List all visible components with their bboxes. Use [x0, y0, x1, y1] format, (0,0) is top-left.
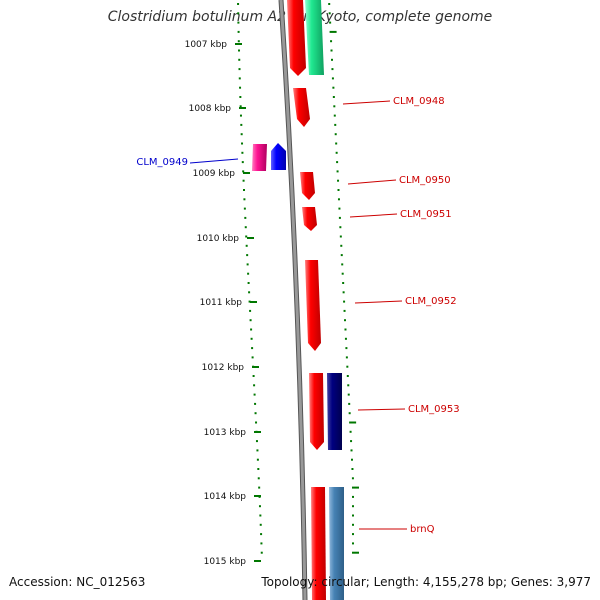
ruler-label: 1013 kbp — [204, 428, 247, 438]
gene-label[interactable]: CLM_0948 — [393, 96, 445, 107]
gene-clm-0952[interactable] — [305, 260, 321, 351]
ruler-label: 1011 kbp — [200, 298, 243, 308]
ruler-label: 1010 kbp — [197, 234, 240, 244]
accession-text: Accession: NC_012563 — [9, 575, 146, 589]
ruler-label: 1007 kbp — [185, 40, 228, 50]
topology-text: Topology: circular; Length: 4,155,278 bp… — [261, 575, 591, 589]
gene-clm-0951[interactable] — [302, 207, 317, 231]
gene-label[interactable]: CLM_0949 — [136, 157, 188, 168]
gene-clm-0953-fwd[interactable] — [309, 373, 324, 450]
gene-top-mint[interactable] — [305, 0, 324, 75]
gene-label[interactable]: CLM_0951 — [400, 209, 452, 220]
gene-clm-0948[interactable] — [293, 88, 310, 127]
ruler-labels: 1007 kbp 1008 kbp 1009 kbp 1010 kbp 1011… — [185, 40, 247, 567]
gene-clm-0950[interactable] — [300, 172, 315, 200]
ruler-ticks — [235, 43, 261, 562]
gene-clm-0949-blue[interactable] — [271, 143, 286, 170]
gene-clm-0949-pink[interactable] — [252, 144, 267, 171]
ruler-label: 1008 kbp — [189, 104, 232, 114]
ruler-label: 1009 kbp — [193, 169, 236, 179]
ruler-label: 1012 kbp — [202, 363, 245, 373]
ruler-label: 1014 kbp — [204, 492, 247, 502]
inner-dotted-track — [237, 3, 263, 554]
gene-label[interactable]: brnQ — [410, 524, 435, 535]
gene-label[interactable]: CLM_0952 — [405, 296, 457, 307]
gene-brnq[interactable] — [311, 487, 326, 600]
gene-brnq-steel[interactable] — [329, 487, 344, 600]
gene-clm-0953-navy[interactable] — [327, 373, 342, 450]
label-leaders — [189, 100, 407, 530]
gene-label[interactable]: CLM_0950 — [399, 175, 451, 186]
gene-top-red[interactable] — [287, 0, 306, 76]
gene-label[interactable]: CLM_0953 — [408, 404, 460, 415]
outer-dotted-track — [328, 3, 359, 554]
ruler-label: 1015 kbp — [204, 557, 247, 567]
